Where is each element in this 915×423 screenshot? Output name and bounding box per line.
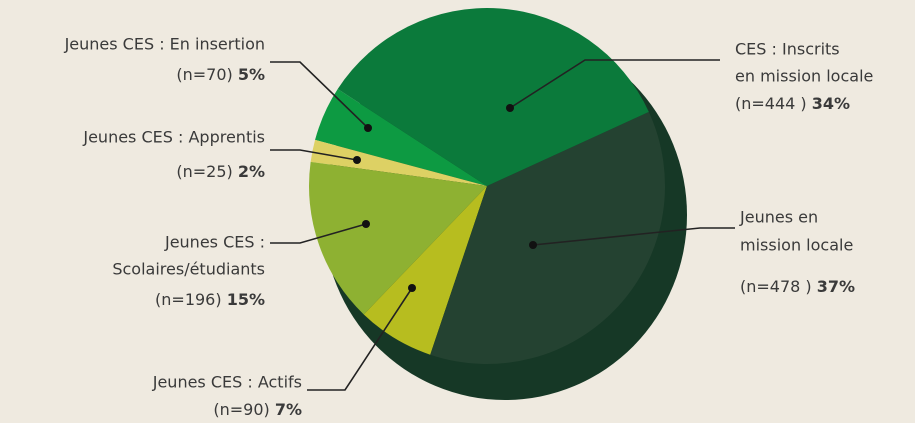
n-label: (n=478 ) xyxy=(740,277,812,296)
slice-label: Jeunes CES : Actifs xyxy=(152,373,302,392)
leader-dot xyxy=(362,220,370,228)
value-label: 37% xyxy=(817,277,855,296)
slice-value: (n=478 ) 37% xyxy=(740,277,855,296)
leader-line xyxy=(509,59,720,109)
n-label: (n=196) xyxy=(155,290,222,309)
slice-value: (n=444 ) 34% xyxy=(735,94,850,113)
slice-label: CES : Inscrits xyxy=(735,40,840,59)
value-label: 5% xyxy=(238,65,265,84)
pie-slice xyxy=(308,161,487,315)
slice-label: Scolaires/étudiants xyxy=(112,260,265,279)
value-label: 15% xyxy=(227,290,265,309)
leader-line xyxy=(270,149,358,161)
slice-label: Jeunes CES : Apprentis xyxy=(82,128,265,147)
value-label: 34% xyxy=(812,94,850,113)
pie-slice xyxy=(430,111,666,365)
slice-label: mission locale xyxy=(740,236,853,255)
n-label: (n=444 ) xyxy=(735,94,807,113)
leader-line xyxy=(270,223,367,244)
n-label: (n=90) xyxy=(213,400,269,419)
leader-dot xyxy=(353,156,361,164)
pie-slice xyxy=(315,89,487,186)
slice-label: en mission locale xyxy=(735,67,873,86)
value-label: 2% xyxy=(238,162,265,181)
slice-value: (n=25) 2% xyxy=(176,162,265,181)
n-label: (n=25) xyxy=(176,162,232,181)
leader-line xyxy=(532,227,735,246)
leader-dot xyxy=(364,124,372,132)
pie-slice xyxy=(337,7,649,187)
n-label: (n=70) xyxy=(176,65,232,84)
pie-slice xyxy=(363,186,487,355)
slice-label: Jeunes CES : xyxy=(164,233,265,252)
slice-value: (n=90) 7% xyxy=(213,400,302,419)
slice-value: (n=196) 15% xyxy=(155,290,265,309)
leader-line xyxy=(307,287,413,391)
leader-dot xyxy=(408,284,416,292)
pie-slice xyxy=(310,139,487,186)
slice-label: Jeunes CES : En insertion xyxy=(64,35,265,54)
slice-label: Jeunes en xyxy=(739,208,818,227)
value-label: 7% xyxy=(275,400,302,419)
slice-value: (n=70) 5% xyxy=(176,65,265,84)
leader-line xyxy=(270,61,369,129)
leader-dot xyxy=(529,241,537,249)
leader-dot xyxy=(506,104,514,112)
